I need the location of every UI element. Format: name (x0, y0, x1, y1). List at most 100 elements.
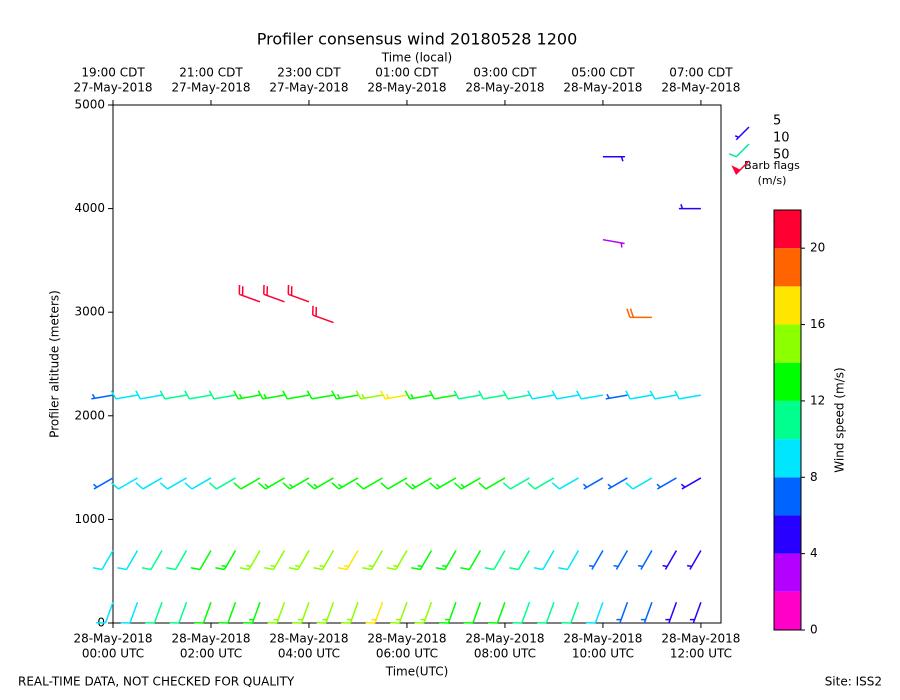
wind-barb (288, 550, 310, 571)
x2-tick-label: 27-May-2018 (171, 81, 250, 95)
wind-barb (602, 156, 625, 162)
x2-tick-label: 28-May-2018 (465, 81, 544, 95)
wind-barb (282, 477, 310, 490)
wind-barb (110, 390, 138, 400)
wind-barb (331, 477, 359, 490)
x2-tick-label: 28-May-2018 (563, 81, 642, 95)
wind-barb (166, 550, 188, 571)
site-label: Site: ISS2 (825, 675, 882, 689)
wind-barb (460, 550, 482, 571)
wind-barb (233, 477, 261, 490)
wind-barb (380, 477, 408, 490)
wind-barb (243, 602, 261, 624)
colorbar-frame (773, 209, 802, 631)
wind-barb (194, 602, 212, 624)
x2-axis-label: Time (local) (381, 51, 453, 65)
legend-title: Barb flags (744, 159, 800, 172)
x-tick-label: 02:00 UTC (180, 647, 242, 661)
wind-barb (169, 602, 188, 624)
x-tick-label: 28-May-2018 (465, 632, 544, 646)
colorbar-tick-label: 16 (810, 317, 825, 331)
x-axis-label: Time(UTC) (385, 665, 449, 679)
legend-barb (731, 160, 750, 176)
legend-label: 5 (773, 114, 781, 129)
wind-barb (159, 390, 187, 400)
wind-barb (312, 305, 334, 324)
wind-barb (159, 477, 187, 490)
wind-barb (586, 602, 604, 624)
wind-barb (478, 477, 506, 490)
y-tick-label: 2000 (74, 408, 105, 422)
wind-barb (678, 203, 701, 210)
colorbar-tick-label: 4 (810, 546, 818, 560)
colorbar-segment (774, 477, 801, 516)
wind-barb (626, 308, 652, 319)
wind-barb (665, 602, 678, 624)
x-tick-label: 06:00 UTC (376, 647, 438, 661)
footer-note: REAL-TIME DATA, NOT CHECKED FOR QUALITY (18, 675, 295, 689)
wind-barb (184, 390, 212, 400)
wind-barb (637, 550, 653, 570)
wind-barb (208, 477, 236, 490)
wind-barb (656, 477, 677, 490)
x-tick-label: 28-May-2018 (73, 632, 152, 646)
wind-barb (551, 390, 579, 400)
wind-barb (613, 550, 629, 570)
wind-barb (616, 602, 629, 624)
wind-barb (110, 477, 138, 490)
wind-barb (215, 550, 237, 571)
colorbar-segment (774, 210, 801, 249)
wind-barb (509, 550, 531, 571)
chart-title: Profiler consensus wind 20180528 1200 (257, 30, 578, 49)
colorbar-tick-label: 0 (810, 623, 818, 637)
wind-barb (306, 390, 334, 400)
colorbar-segment (774, 286, 801, 325)
wind-barb (605, 393, 628, 400)
wind-barb (484, 550, 506, 571)
colorbar-segment (774, 515, 801, 554)
wind-barb (689, 602, 702, 624)
wind-barb (331, 390, 359, 400)
wind-barb (218, 602, 237, 624)
x-tick-label: 28-May-2018 (661, 632, 740, 646)
wind-barb (435, 550, 457, 571)
x2-tick-label: 27-May-2018 (73, 81, 152, 95)
wind-barb (390, 602, 408, 624)
wind-barb (238, 285, 261, 303)
y-tick-label: 1000 (74, 512, 105, 526)
wind-barb (355, 477, 383, 490)
x2-tick-label: 28-May-2018 (367, 81, 446, 95)
wind-barb (362, 550, 384, 571)
wind-barb (453, 477, 481, 490)
wind-barb (527, 477, 555, 490)
colorbar-segment (774, 553, 801, 592)
wind-barb (561, 602, 580, 624)
y-tick-label: 4000 (74, 201, 105, 215)
colorbar-segment (774, 362, 801, 401)
legend-label: 10 (773, 131, 790, 146)
x2-tick-label: 01:00 CDT (375, 66, 439, 80)
x-tick-label: 08:00 UTC (474, 647, 536, 661)
wind-barb (478, 390, 506, 400)
wind-barb (502, 477, 530, 490)
x2-tick-label: 28-May-2018 (661, 81, 740, 95)
wind-barb (233, 390, 261, 400)
x2-tick-label: 03:00 CDT (473, 66, 537, 80)
wind-barb (141, 550, 163, 571)
wind-barb (365, 602, 384, 624)
wind-barb (92, 550, 114, 571)
colorbar-segment (774, 248, 801, 287)
legend-barb (728, 143, 750, 158)
wind-barb (404, 390, 432, 400)
wind-barb (355, 390, 383, 400)
wind-barb (184, 477, 212, 490)
wind-barb (625, 477, 653, 490)
wind-barb (439, 602, 457, 624)
wind-barb (316, 602, 335, 624)
wind-barb (607, 477, 628, 490)
wind-barb (117, 550, 139, 571)
wind-barb (380, 390, 408, 400)
x-tick-label: 28-May-2018 (563, 632, 642, 646)
x-tick-label: 12:00 UTC (670, 647, 732, 661)
wind-barb (135, 390, 163, 400)
